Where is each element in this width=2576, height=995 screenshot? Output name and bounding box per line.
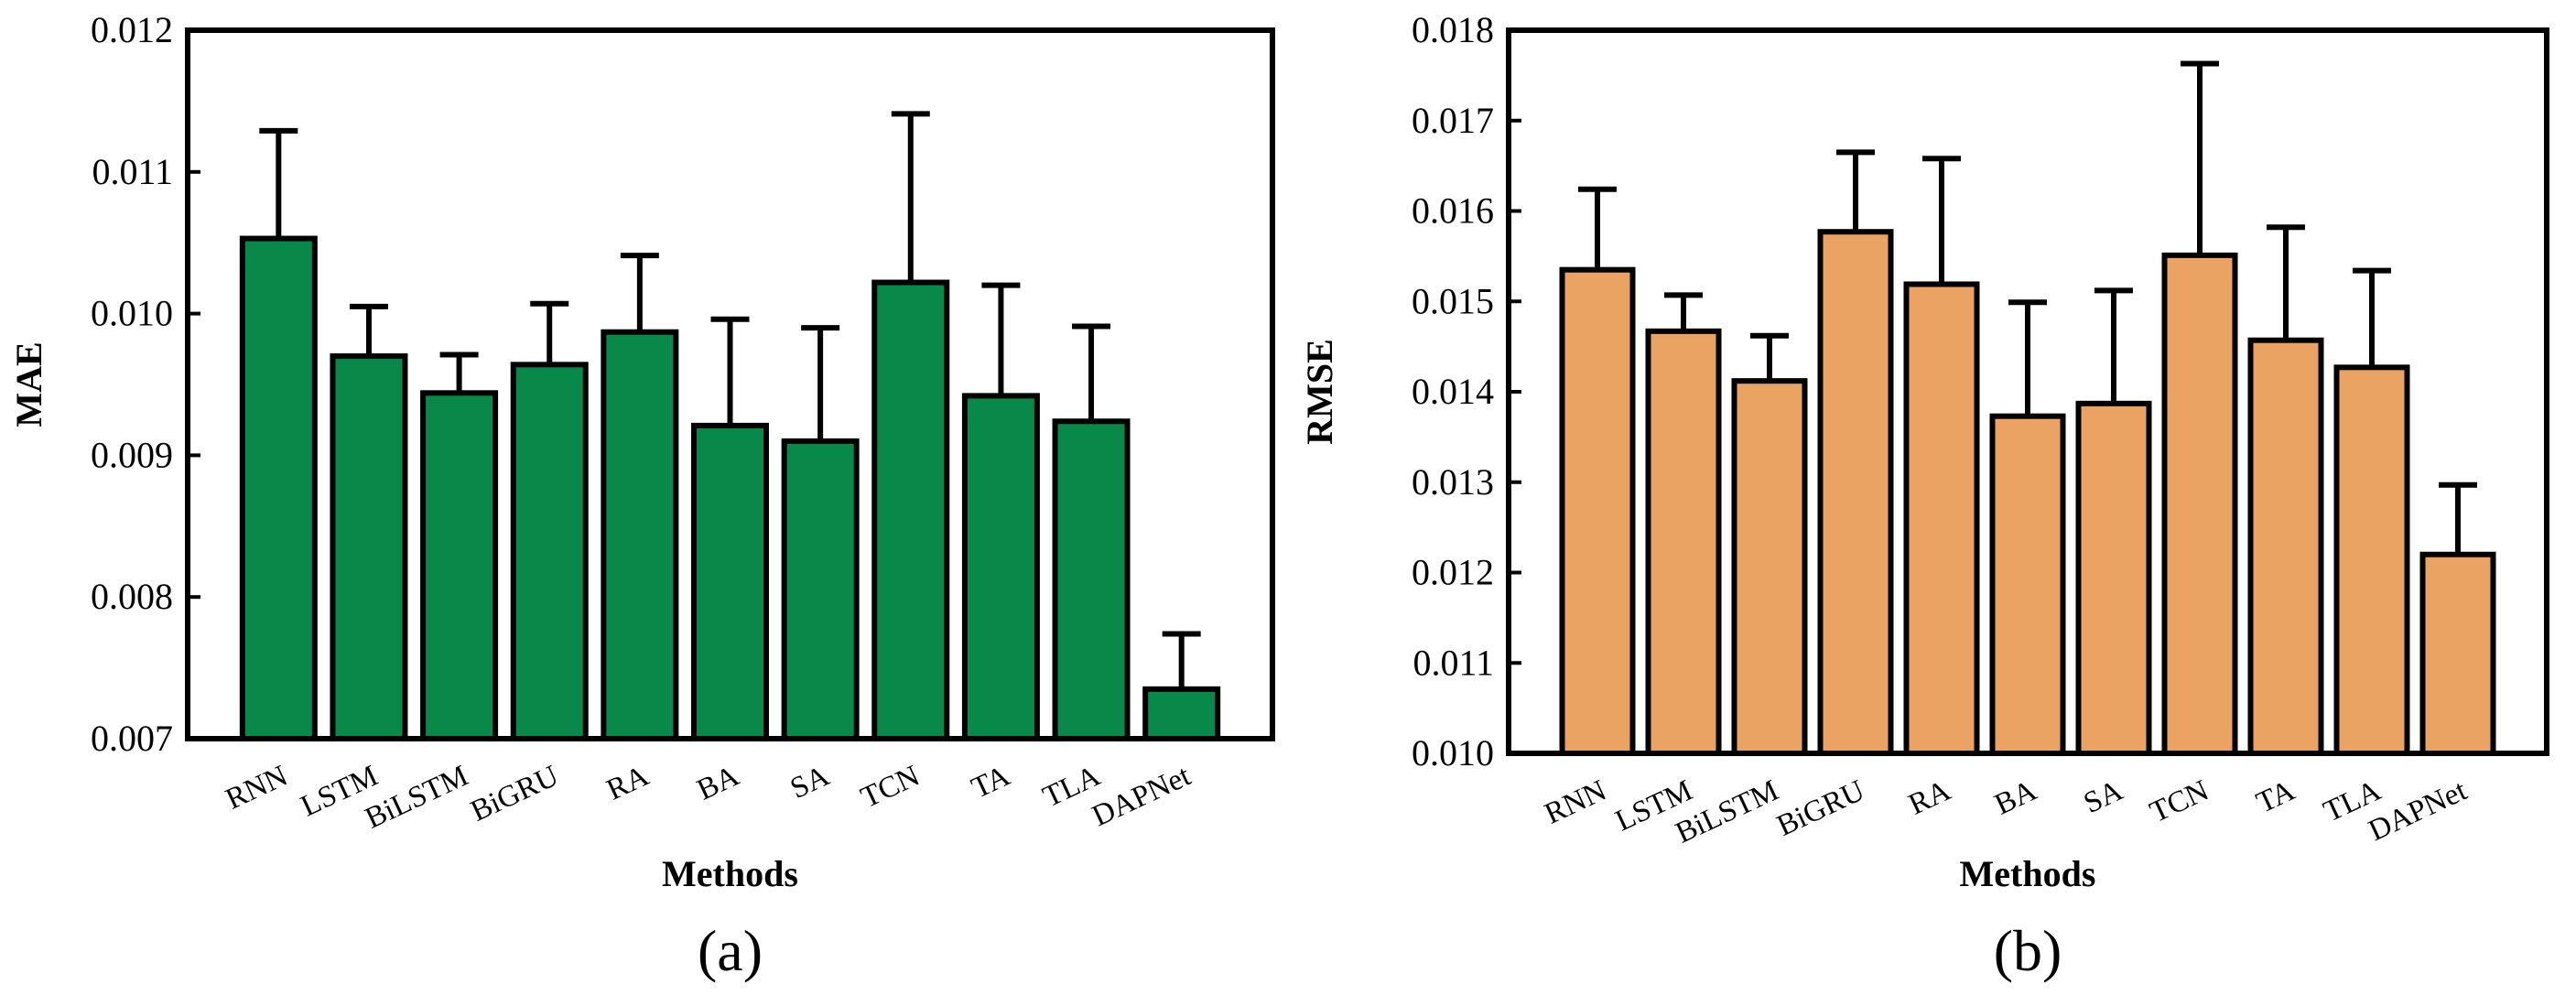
- x-tick-label: SA: [785, 760, 835, 806]
- plot-frame: [185, 27, 1275, 741]
- y-tick-label: 0.007: [91, 718, 173, 759]
- y-axis-title: RMSE: [1299, 339, 1340, 445]
- bar-rnn: [239, 235, 318, 741]
- bar-ta: [2247, 337, 2324, 756]
- x-tick-label: TA: [2252, 774, 2300, 820]
- bar-rnn: [1559, 266, 1636, 756]
- bar-ra: [1903, 281, 1980, 756]
- x-tick-label: RNN: [221, 760, 293, 817]
- y-axis-title: MAE: [8, 341, 49, 427]
- bar-ta: [961, 393, 1040, 741]
- y-tick-label: 0.008: [91, 576, 173, 617]
- bar-sa: [2075, 400, 2152, 756]
- bar-ba: [691, 422, 769, 741]
- panel-label: (a): [698, 918, 763, 983]
- y-tick-label: 0.011: [92, 151, 173, 192]
- x-axis-title: Methods: [662, 853, 798, 894]
- x-tick-label: BiGRU: [1772, 774, 1870, 843]
- bar-tla: [1052, 418, 1131, 741]
- x-axis-title: Methods: [1960, 853, 2096, 894]
- y-tick-label: 0.018: [1412, 9, 1494, 50]
- bar-tla: [2333, 364, 2410, 756]
- y-tick-label: 0.016: [1412, 190, 1494, 232]
- x-tick-label: BiGRU: [466, 760, 564, 828]
- x-tick-label: TCN: [856, 760, 925, 816]
- bar-bigru: [1817, 229, 1894, 756]
- bar-ba: [1989, 413, 2066, 756]
- x-tick-label: TA: [967, 760, 1015, 806]
- bar-ra: [601, 329, 679, 741]
- x-tick-label: DAPNet: [1088, 760, 1196, 834]
- x-tick-label: BiLSTM: [361, 760, 473, 836]
- bar-bilstm: [1731, 378, 1808, 756]
- x-tick-label: RA: [601, 760, 654, 807]
- bar-dapnet: [2419, 551, 2496, 756]
- bar-lstm: [1645, 328, 1722, 756]
- bar-tcn: [2161, 252, 2238, 756]
- x-tick-label: DAPNet: [2364, 774, 2472, 849]
- y-tick-label: 0.009: [91, 434, 173, 475]
- y-tick-label: 0.010: [1412, 732, 1494, 773]
- y-tick-label: 0.012: [91, 9, 173, 50]
- bar-bigru: [510, 362, 589, 741]
- bar-lstm: [330, 353, 408, 741]
- y-tick-label: 0.017: [1412, 100, 1494, 141]
- chart-panel-rmse: 0.010 0.011 0.012 0.013 0.014 0.015 0.016 0.017…: [1299, 9, 2549, 983]
- bar-sa: [781, 438, 860, 741]
- y-tick-label: 0.014: [1412, 371, 1494, 412]
- x-tick-label: BA: [1990, 774, 2042, 822]
- panel-label: (b): [1994, 918, 2062, 983]
- x-tick-label: BA: [692, 760, 744, 807]
- x-tick-label: SA: [2079, 774, 2128, 821]
- x-tick-label: TCN: [2145, 774, 2213, 830]
- y-tick-label: 0.011: [1412, 642, 1494, 683]
- y-tick-label: 0.012: [1412, 552, 1494, 593]
- x-tick-label: RNN: [1540, 774, 1612, 831]
- bar-bilstm: [420, 390, 499, 741]
- y-tick-label: 0.010: [91, 293, 173, 334]
- x-tick-label: RA: [1904, 774, 1956, 822]
- bar-dapnet: [1142, 686, 1221, 742]
- bar-tcn: [871, 279, 950, 741]
- y-tick-label: 0.013: [1412, 461, 1494, 503]
- y-tick-label: 0.015: [1412, 280, 1494, 321]
